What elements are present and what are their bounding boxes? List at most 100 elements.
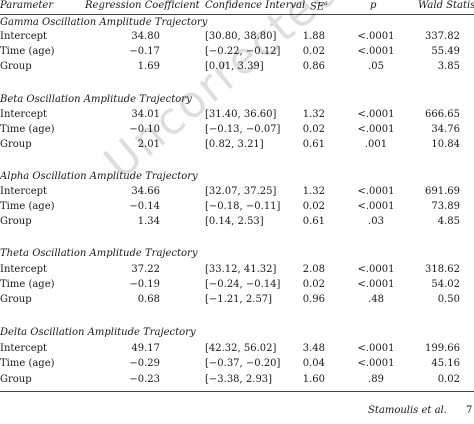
table-row: Time (age) −0.29 [−0.37, −0.20] 0.04 <.0… (0, 358, 474, 372)
cell-ci: [−3.38, 2.93] (205, 374, 273, 385)
cell-parameter: Intercept (0, 264, 48, 275)
cell-ci: [−0.22, −0.12] (205, 46, 281, 57)
cell-parameter: Time (age) (0, 279, 55, 290)
footer-page-number: 7 (466, 405, 473, 416)
cell-coefficient: −0.14 (129, 201, 160, 212)
cell-coefficient: 34.01 (131, 109, 160, 120)
cell-ci: [0.01, 3.39] (205, 61, 264, 72)
cell-se: 0.86 (302, 61, 325, 72)
table-row: Intercept 49.17 [42.32, 56.02] 3.48 <.00… (0, 343, 474, 357)
cell-coefficient: 2.01 (137, 139, 160, 150)
cell-p: .48 (368, 294, 384, 305)
cell-p: <.0001 (357, 124, 395, 135)
cell-parameter: Intercept (0, 109, 48, 120)
cell-wald: 199.66 (425, 343, 460, 354)
cell-wald: 0.02 (437, 374, 460, 385)
table-row: Time (age) −0.17 [−0.22, −0.12] 0.02 <.0… (0, 46, 474, 60)
section-title-beta: Beta Oscillation Amplitude Trajectory (0, 94, 192, 105)
cell-p: <.0001 (357, 46, 395, 57)
table-row: Intercept 34.66 [32.07, 37.25] 1.32 <.00… (0, 186, 474, 200)
cell-ci: [0.14, 2.53] (205, 216, 264, 227)
cell-se: 0.02 (302, 279, 325, 290)
cell-wald: 3.85 (437, 61, 460, 72)
cell-ci: [−0.18, −0.11] (205, 201, 281, 212)
header-se-text: SE (310, 1, 325, 13)
cell-se: 1.32 (302, 186, 325, 197)
cell-parameter: Intercept (0, 31, 48, 42)
cell-coefficient: −0.23 (129, 374, 160, 385)
cell-ci: [32.07, 37.25] (205, 186, 277, 197)
section-title-theta: Theta Oscillation Amplitude Trajectory (0, 248, 198, 259)
cell-se: 0.02 (302, 201, 325, 212)
cell-se: 0.61 (302, 216, 325, 227)
header-ci: Confidence Interval (205, 0, 306, 11)
header-wald: Wald Statistic (418, 0, 474, 11)
table-row: Intercept 34.01 [31.40, 36.60] 1.32 <.00… (0, 109, 474, 123)
cell-se: 0.02 (302, 124, 325, 135)
cell-coefficient: 34.80 (131, 31, 160, 42)
table-row: Group 1.34 [0.14, 2.53] 0.61 .03 4.85 (0, 216, 474, 230)
cell-se: 3.48 (302, 343, 325, 354)
header-parameter: Parameter (0, 0, 54, 11)
cell-parameter: Group (0, 61, 32, 72)
cell-p: <.0001 (357, 186, 395, 197)
bottom-rule (0, 391, 474, 392)
cell-parameter: Time (age) (0, 201, 55, 212)
cell-coefficient: 1.34 (137, 216, 160, 227)
cell-p: <.0001 (357, 358, 395, 369)
cell-ci: [−0.24, −0.14] (205, 279, 281, 290)
cell-se: 1.88 (302, 31, 325, 42)
footer-authors: Stamoulis et al. (368, 405, 447, 416)
cell-ci: [−1.21, 2.57] (205, 294, 273, 305)
table-header: Parameter Regression Coefficient Confide… (0, 0, 474, 12)
cell-coefficient: −0.19 (129, 279, 160, 290)
cell-parameter: Time (age) (0, 358, 55, 369)
table-row: Time (age) −0.19 [−0.24, −0.14] 0.02 <.0… (0, 279, 474, 293)
cell-p: <.0001 (357, 343, 395, 354)
header-p: p (370, 0, 377, 11)
cell-wald: 337.82 (425, 31, 460, 42)
cell-wald: 318.62 (425, 264, 460, 275)
table-row: Time (age) −0.10 [−0.13, −0.07] 0.02 <.0… (0, 124, 474, 138)
cell-parameter: Group (0, 216, 32, 227)
cell-se: 1.60 (302, 374, 325, 385)
table-row: Time (age) −0.14 [−0.18, −0.11] 0.02 <.0… (0, 201, 474, 215)
table-row: Group −0.23 [−3.38, 2.93] 1.60 .89 0.02 (0, 374, 474, 388)
cell-ci: [33.12, 41.32] (205, 264, 277, 275)
cell-parameter: Time (age) (0, 46, 55, 57)
cell-coefficient: 49.17 (131, 343, 160, 354)
cell-se: 2.08 (302, 264, 325, 275)
section-title-gamma: Gamma Oscillation Amplitude Trajectory (0, 17, 208, 28)
cell-wald: 4.85 (437, 216, 460, 227)
header-coefficient: Regression Coefficient (85, 0, 200, 11)
cell-ci: [30.80, 38.80] (205, 31, 277, 42)
cell-p: <.0001 (357, 31, 395, 42)
cell-p: <.0001 (357, 279, 395, 290)
cell-ci: [42.32, 56.02] (205, 343, 277, 354)
cell-p: <.0001 (357, 109, 395, 120)
cell-coefficient: 34.66 (131, 186, 160, 197)
table-row: Intercept 37.22 [33.12, 41.32] 2.08 <.00… (0, 264, 474, 278)
cell-p: <.0001 (357, 264, 395, 275)
cell-parameter: Intercept (0, 186, 48, 197)
cell-coefficient: 37.22 (131, 264, 160, 275)
table-row: Group 2.01 [0.82, 3.21] 0.61 .001 10.84 (0, 139, 474, 153)
cell-wald: 73.89 (431, 201, 460, 212)
cell-parameter: Time (age) (0, 124, 55, 135)
cell-ci: [0.82, 3.21] (205, 139, 264, 150)
cell-se: 0.02 (302, 46, 325, 57)
cell-wald: 691.69 (425, 186, 460, 197)
section-title-alpha: Alpha Oscillation Amplitude Trajectory (0, 171, 198, 182)
cell-wald: 666.65 (425, 109, 460, 120)
cell-ci: [−0.37, −0.20] (205, 358, 281, 369)
cell-p: .03 (368, 216, 384, 227)
section-title-delta: Delta Oscillation Amplitude Trajectory (0, 327, 196, 338)
cell-se: 0.96 (302, 294, 325, 305)
cell-coefficient: 0.68 (137, 294, 160, 305)
cell-parameter: Group (0, 294, 32, 305)
cell-p: .89 (368, 374, 384, 385)
cell-p: <.0001 (357, 201, 395, 212)
cell-wald: 54.02 (431, 279, 460, 290)
cell-coefficient: −0.29 (129, 358, 160, 369)
cell-p: .05 (368, 61, 384, 72)
